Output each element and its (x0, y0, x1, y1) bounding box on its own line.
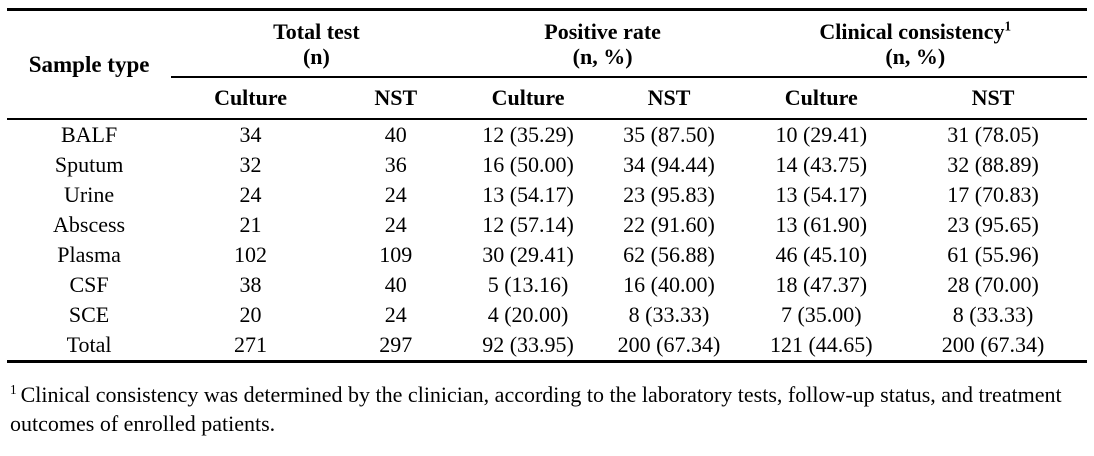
table-row-balf: BALF 34 40 12 (35.29) 35 (87.50) 10 (29.… (7, 119, 1087, 150)
value-cell: 16 (40.00) (623, 272, 715, 297)
value-cell: 20 (239, 302, 262, 327)
sample-type-cell: Plasma (57, 242, 121, 267)
table-header: Sample type Total test (n) Positive rate… (7, 9, 1087, 120)
value-cell: 36 (384, 152, 407, 177)
value-cell: 13 (54.17) (775, 182, 868, 207)
footnote-marker-superscript: 1 (1004, 18, 1012, 34)
value-cell: 24 (239, 182, 262, 207)
value-cell: 17 (70.83) (947, 182, 1039, 207)
group-header-total-test-line1: Total test (273, 19, 360, 44)
sample-type-cell: CSF (69, 272, 109, 297)
value-cell: 28 (70.00) (947, 272, 1039, 297)
group-header-positive-rate-line2: (n, %) (572, 44, 633, 69)
value-cell: 35 (87.50) (623, 122, 715, 147)
table-row-csf: CSF 38 40 5 (13.16) 16 (40.00) 18 (47.37… (7, 270, 1087, 300)
table-row-sputum: Sputum 32 36 16 (50.00) 34 (94.44) 14 (4… (7, 150, 1087, 180)
sample-type-cell: Total (66, 332, 112, 357)
group-header-positive-rate: Positive rate (n, %) (461, 9, 744, 78)
value-cell: 24 (384, 212, 407, 237)
value-cell: 61 (55.96) (947, 242, 1039, 267)
value-cell: 12 (35.29) (482, 122, 574, 147)
group-header-total-test: Total test (n) (171, 9, 462, 78)
subheader-culture-total: Culture (171, 77, 330, 120)
value-cell: 34 (239, 122, 262, 147)
sample-type-cell: Urine (64, 182, 115, 207)
subheader-nst-consistency: NST (899, 77, 1087, 120)
value-cell: 200 (67.34) (941, 332, 1045, 357)
subheader-nst-total: NST (329, 77, 462, 120)
group-header-total-test-line2: (n) (302, 44, 330, 69)
value-cell: 8 (33.33) (628, 302, 710, 327)
value-cell: 12 (57.14) (482, 212, 574, 237)
value-cell: 121 (44.65) (769, 332, 873, 357)
value-cell: 16 (50.00) (482, 152, 574, 177)
table-row-sce: SCE 20 24 4 (20.00) 8 (33.33) 7 (35.00) … (7, 300, 1087, 330)
value-cell: 32 (239, 152, 262, 177)
value-cell: 8 (33.33) (952, 302, 1034, 327)
group-header-clinical-consistency: Clinical consistency1 (n, %) (743, 9, 1087, 78)
value-cell: 46 (45.10) (775, 242, 868, 267)
table-row-abscess: Abscess 21 24 12 (57.14) 22 (91.60) 13 (… (7, 210, 1087, 240)
value-cell: 18 (47.37) (775, 272, 868, 297)
subheader-culture-positive: Culture (461, 77, 595, 120)
value-cell: 62 (56.88) (623, 242, 715, 267)
value-cell: 23 (95.65) (947, 212, 1039, 237)
subheader-row: Culture NST Culture NST Culture NST (7, 77, 1087, 120)
value-cell: 13 (61.90) (775, 212, 868, 237)
value-cell: 30 (29.41) (482, 242, 574, 267)
value-cell: 5 (13.16) (487, 272, 569, 297)
value-cell: 13 (54.17) (482, 182, 574, 207)
value-cell: 102 (234, 242, 268, 267)
sample-type-cell: SCE (68, 302, 110, 327)
footnote-text: Clinical consistency was determined by t… (10, 382, 1062, 436)
value-cell: 7 (35.00) (780, 302, 862, 327)
value-cell: 109 (379, 242, 413, 267)
value-cell: 297 (379, 332, 413, 357)
value-cell: 40 (384, 122, 407, 147)
sample-results-table: Sample type Total test (n) Positive rate… (7, 8, 1087, 363)
value-cell: 4 (20.00) (487, 302, 569, 327)
value-cell: 32 (88.89) (947, 152, 1039, 177)
table-row-urine: Urine 24 24 13 (54.17) 23 (95.83) 13 (54… (7, 180, 1087, 210)
table-body: BALF 34 40 12 (35.29) 35 (87.50) 10 (29.… (7, 119, 1087, 362)
subheader-culture-consistency: Culture (743, 77, 900, 120)
sample-type-cell: BALF (60, 122, 118, 147)
value-cell: 34 (94.44) (623, 152, 715, 177)
value-cell: 40 (384, 272, 407, 297)
value-cell: 21 (239, 212, 262, 237)
value-cell: 24 (384, 302, 407, 327)
sample-type-cell: Abscess (53, 212, 126, 237)
group-header-row: Sample type Total test (n) Positive rate… (7, 9, 1087, 120)
value-cell: 92 (33.95) (482, 332, 574, 357)
value-cell: 200 (67.34) (617, 332, 721, 357)
table-row-total: Total 271 297 92 (33.95) 200 (67.34) 121… (7, 330, 1087, 362)
value-cell: 22 (91.60) (623, 212, 715, 237)
footnote-superscript: 1 (10, 381, 17, 397)
value-cell: 10 (29.41) (775, 122, 868, 147)
column-header-sample-type: Sample type (7, 9, 172, 120)
footnote: 1 Clinical consistency was determined by … (10, 380, 1074, 438)
value-cell: 271 (234, 332, 268, 357)
subheader-nst-positive: NST (594, 77, 744, 120)
value-cell: 38 (239, 272, 262, 297)
sample-type-cell: Sputum (54, 152, 124, 177)
group-header-positive-rate-line1: Positive rate (544, 19, 661, 44)
value-cell: 24 (384, 182, 407, 207)
value-cell: 23 (95.83) (623, 182, 715, 207)
group-header-clinical-consistency-line1: Clinical consistency (819, 19, 1005, 44)
value-cell: 14 (43.75) (775, 152, 868, 177)
value-cell: 31 (78.05) (947, 122, 1039, 147)
table-row-plasma: Plasma 102 109 30 (29.41) 62 (56.88) 46 … (7, 240, 1087, 270)
group-header-clinical-consistency-line2: (n, %) (885, 44, 946, 69)
